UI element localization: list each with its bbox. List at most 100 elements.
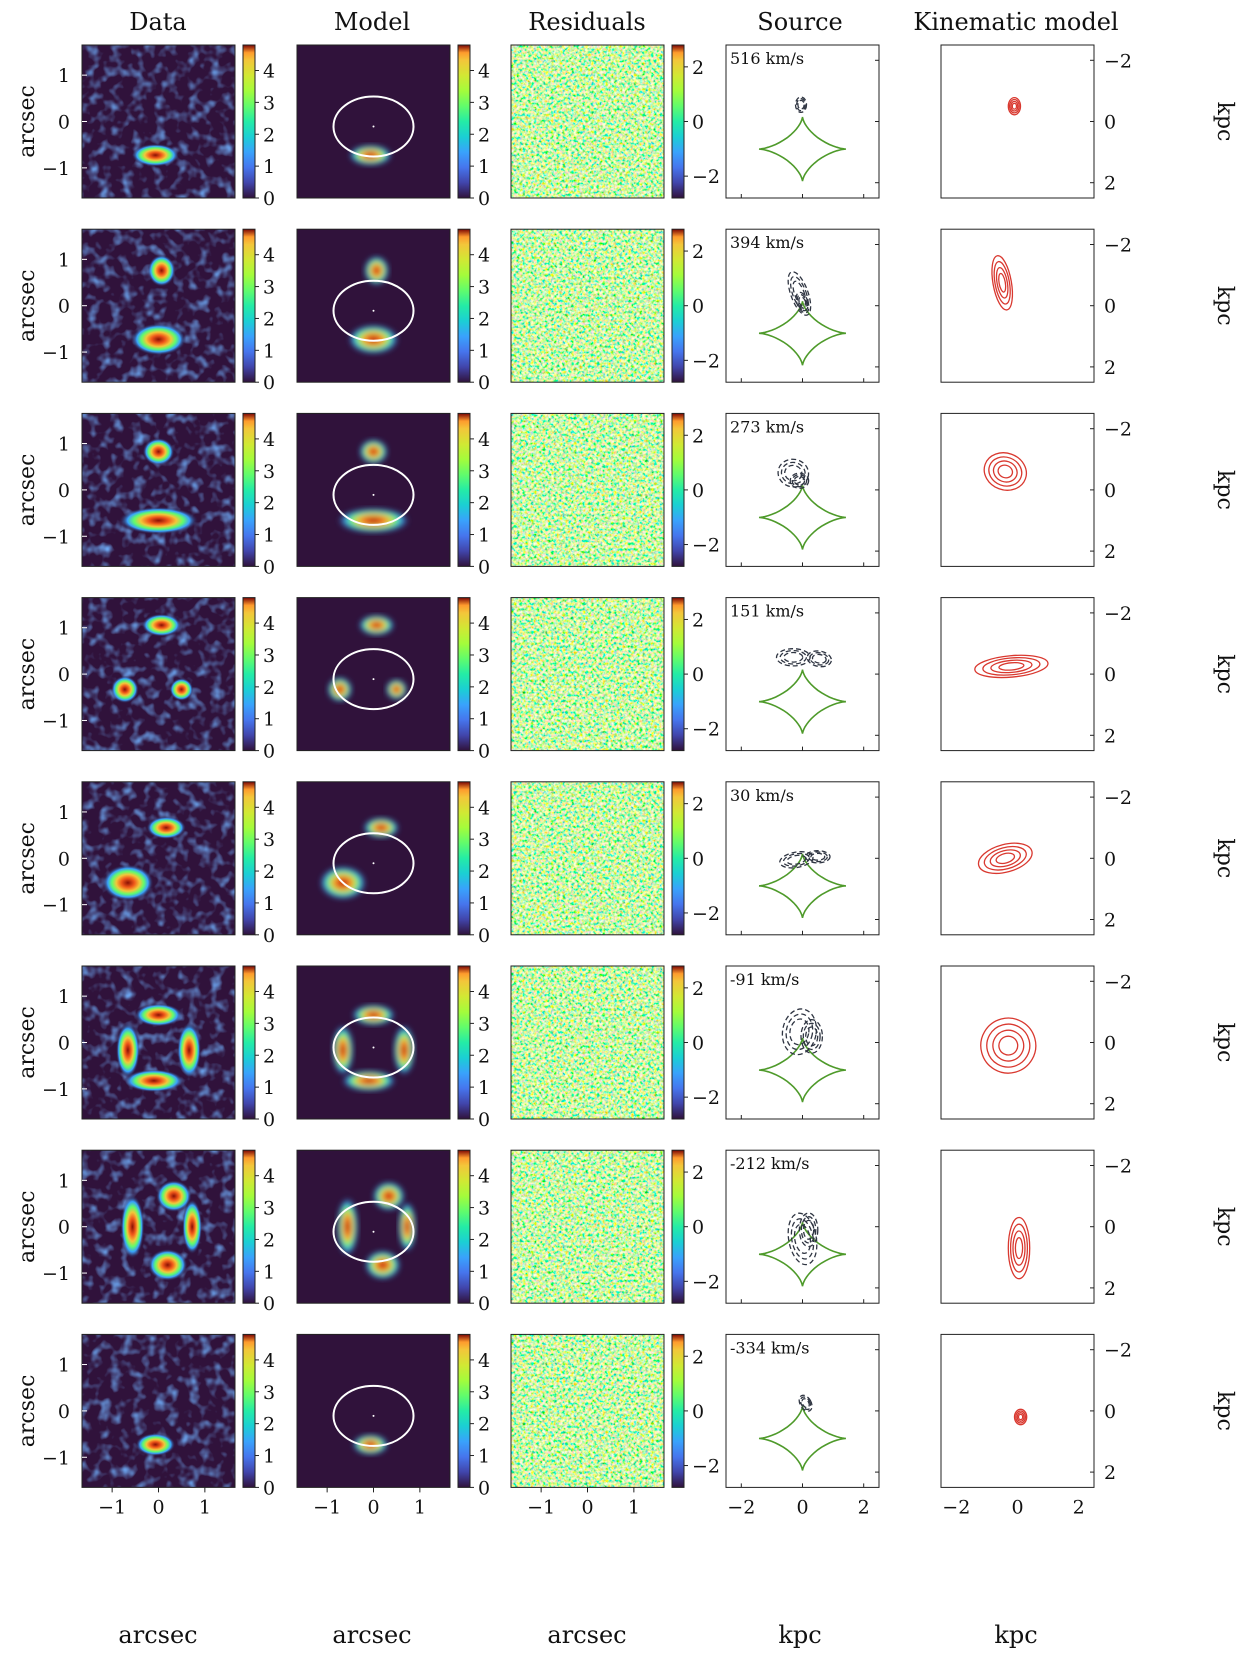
model-emission xyxy=(336,1196,359,1257)
contour-line xyxy=(802,1219,815,1240)
x-tick-label: −1 xyxy=(527,1496,555,1518)
y-tick-label: 2 xyxy=(1104,910,1116,932)
model-panel xyxy=(296,781,451,936)
colorbar-tick-label: 2 xyxy=(263,1229,275,1251)
residuals-frame xyxy=(510,781,665,936)
colorbar-tick-label: 4 xyxy=(478,61,490,83)
caustic-curve xyxy=(758,301,847,366)
contour-line xyxy=(1007,96,1022,116)
model-panel xyxy=(296,965,451,1120)
column-title-residuals: Residuals xyxy=(528,8,645,36)
contour-line xyxy=(791,474,808,488)
column-title-source: Source xyxy=(757,8,842,36)
colorbar-gradient xyxy=(671,597,685,752)
colorbar-tick-label: 0 xyxy=(692,1401,704,1423)
residuals-frame xyxy=(510,412,665,567)
caustic-curve xyxy=(758,1037,847,1103)
contour-line xyxy=(798,1212,819,1248)
y-tick-label: −2 xyxy=(1104,419,1132,441)
contour-line xyxy=(993,260,1011,305)
residuals-noise xyxy=(511,781,664,935)
model-colorbar: 0 1 2 3 4 xyxy=(457,44,490,210)
contour-line xyxy=(805,1026,819,1047)
data-emission xyxy=(102,864,154,902)
colorbar-gradient xyxy=(671,1149,685,1304)
model-colorbar: 0 1 2 3 4 xyxy=(457,228,490,394)
y-tick-label: 1 xyxy=(58,1355,70,1377)
y-tick-label: 1 xyxy=(58,986,70,1008)
y-tick-label: 2 xyxy=(1104,1462,1116,1484)
colorbar-tick-label: 3 xyxy=(478,1382,490,1404)
data-colorbar: 0 1 2 3 4 xyxy=(242,1333,275,1499)
model-background xyxy=(297,413,450,567)
contour-line xyxy=(780,461,806,485)
x-tick-label: −1 xyxy=(98,1496,126,1518)
model-colorbar: 0 1 2 3 4 xyxy=(457,781,490,947)
contour-line xyxy=(995,266,1009,299)
data-emission xyxy=(130,323,187,356)
data-emission xyxy=(135,1433,176,1457)
colorbar-tick-label: 0 xyxy=(263,1109,275,1131)
model-emission xyxy=(336,507,411,534)
source-frame xyxy=(725,1149,880,1304)
x-tick-label: 0 xyxy=(152,1496,164,1518)
colorbar-tick-label: 2 xyxy=(478,308,490,330)
x-tick-label: −2 xyxy=(727,1496,755,1518)
y-tick-label: −1 xyxy=(42,1079,70,1101)
colorbar-tick-label: 3 xyxy=(263,277,275,299)
data-panel xyxy=(81,412,236,567)
source-frame xyxy=(725,597,880,752)
colorbar-tick-label: 0 xyxy=(478,1109,490,1131)
contour-line xyxy=(800,1018,824,1054)
x-tick-label: 1 xyxy=(628,1496,640,1518)
colorbar-tick-label: 1 xyxy=(478,525,490,547)
critical-curve xyxy=(332,1384,415,1447)
colorbar-tick-label: 0 xyxy=(692,296,704,318)
colorbar-gradient xyxy=(457,412,471,567)
data-emission xyxy=(146,816,187,840)
data-noise xyxy=(82,781,235,935)
residuals-noise xyxy=(511,1334,664,1488)
colorbar-tick-label: 1 xyxy=(263,340,275,362)
data-emission xyxy=(118,506,199,535)
residuals-noise xyxy=(511,597,664,751)
contour-line xyxy=(991,255,1014,311)
contour-line xyxy=(1015,1410,1027,1424)
colorbar-tick-label: 0 xyxy=(692,112,704,134)
data-noise xyxy=(82,1334,235,1488)
colorbar-tick-label: −2 xyxy=(692,719,720,741)
y-tick-label: 1 xyxy=(58,65,70,87)
colorbar-tick-label: 0 xyxy=(263,372,275,394)
colorbar-tick-label: 2 xyxy=(692,57,704,79)
y-tick-label: 1 xyxy=(58,618,70,640)
kinematic-panel: 2 0 −2 kpc xyxy=(940,412,1237,567)
y-tick-label: −2 xyxy=(1104,603,1132,625)
contour-line xyxy=(811,653,827,664)
contour-line xyxy=(787,271,812,316)
contour-line xyxy=(802,1022,821,1051)
contour-line xyxy=(986,1023,1031,1068)
kinematic-frame xyxy=(940,1149,1095,1304)
model-emission xyxy=(363,255,390,286)
contour-line xyxy=(807,851,828,863)
y-tick-label: 0 xyxy=(1104,296,1116,318)
source-frame xyxy=(725,228,880,383)
colorbar-tick-label: 0 xyxy=(692,1033,704,1055)
colorbar-tick-label: 3 xyxy=(478,1013,490,1035)
colorbar-tick-label: 2 xyxy=(263,493,275,515)
colorbar-tick-label: 1 xyxy=(263,1446,275,1468)
colorbar-tick-label: 1 xyxy=(478,893,490,915)
colorbar-tick-label: −2 xyxy=(692,166,720,188)
contour-line xyxy=(997,464,1014,479)
colorbar-gradient xyxy=(242,44,256,199)
contour-line xyxy=(977,842,1033,875)
data-panel xyxy=(81,1149,236,1304)
residuals-panel xyxy=(510,597,665,752)
data-noise xyxy=(82,45,235,198)
colorbar-tick-label: 0 xyxy=(263,1293,275,1315)
contour-line xyxy=(782,852,810,867)
